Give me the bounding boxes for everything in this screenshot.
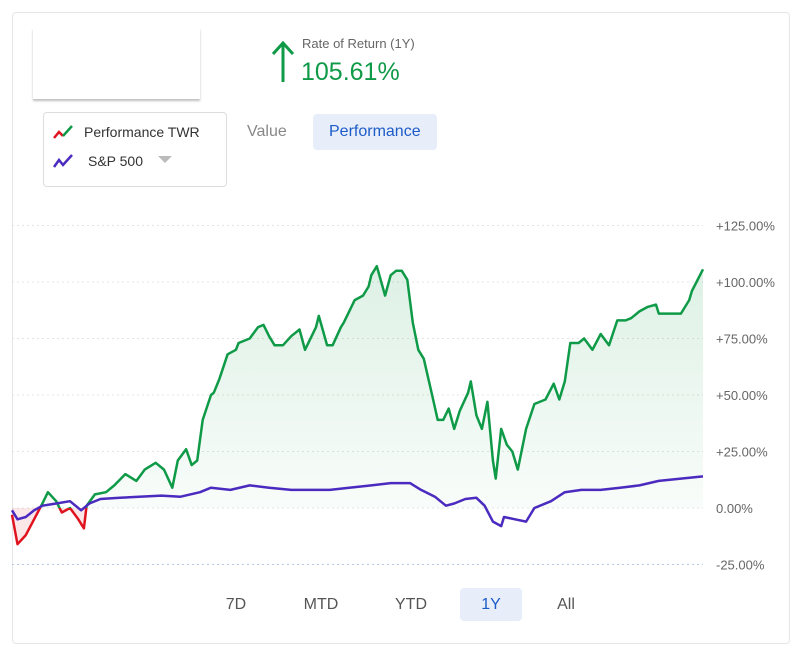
y-tick-label: +50.00%	[716, 388, 768, 403]
toggle-performance[interactable]: Performance	[313, 114, 437, 150]
rate-of-return-value: 105.61%	[301, 58, 400, 86]
performance-chart: -25.00% 0.00% +25.00% +50.00% +75.00% +100.00…	[10, 219, 775, 573]
y-tick-label: +75.00%	[716, 332, 768, 347]
toggle-value[interactable]: Value	[247, 123, 287, 140]
y-tick-label: -25.00%	[716, 558, 765, 573]
series-legend[interactable]: Performance TWR S&P 500	[43, 112, 227, 187]
range-ytd[interactable]: YTD	[395, 596, 427, 613]
negative-area	[12, 508, 703, 545]
legend-item-performance[interactable]: Performance TWR	[52, 123, 200, 141]
range-mtd[interactable]: MTD	[303, 596, 339, 613]
y-tick-label: 0.00%	[716, 501, 753, 516]
arrow-up-icon	[271, 40, 295, 82]
legend-label: S&P 500	[88, 153, 144, 169]
range-1y[interactable]: 1Y	[460, 588, 522, 621]
chevron-down-icon[interactable]	[158, 156, 172, 163]
series-sp500-line	[10, 475, 704, 528]
positive-area	[12, 266, 703, 508]
legend-label: Performance TWR	[84, 124, 200, 140]
y-tick-label: +25.00%	[716, 445, 768, 460]
range-all[interactable]: All	[557, 596, 575, 613]
trend-red-green-icon	[53, 125, 73, 139]
range-7d[interactable]: 7D	[225, 596, 247, 613]
rate-of-return-label: Rate of Return (1Y)	[302, 36, 415, 51]
performance-card	[12, 12, 790, 644]
legend-item-sp500[interactable]: S&P 500	[52, 152, 143, 170]
trend-purple-icon	[52, 154, 73, 168]
series-performance-line-positive	[38, 264, 705, 508]
y-tick-label: +100.00%	[716, 275, 775, 290]
y-tick-label: +125.00%	[716, 219, 775, 234]
placeholder-panel	[33, 28, 200, 99]
